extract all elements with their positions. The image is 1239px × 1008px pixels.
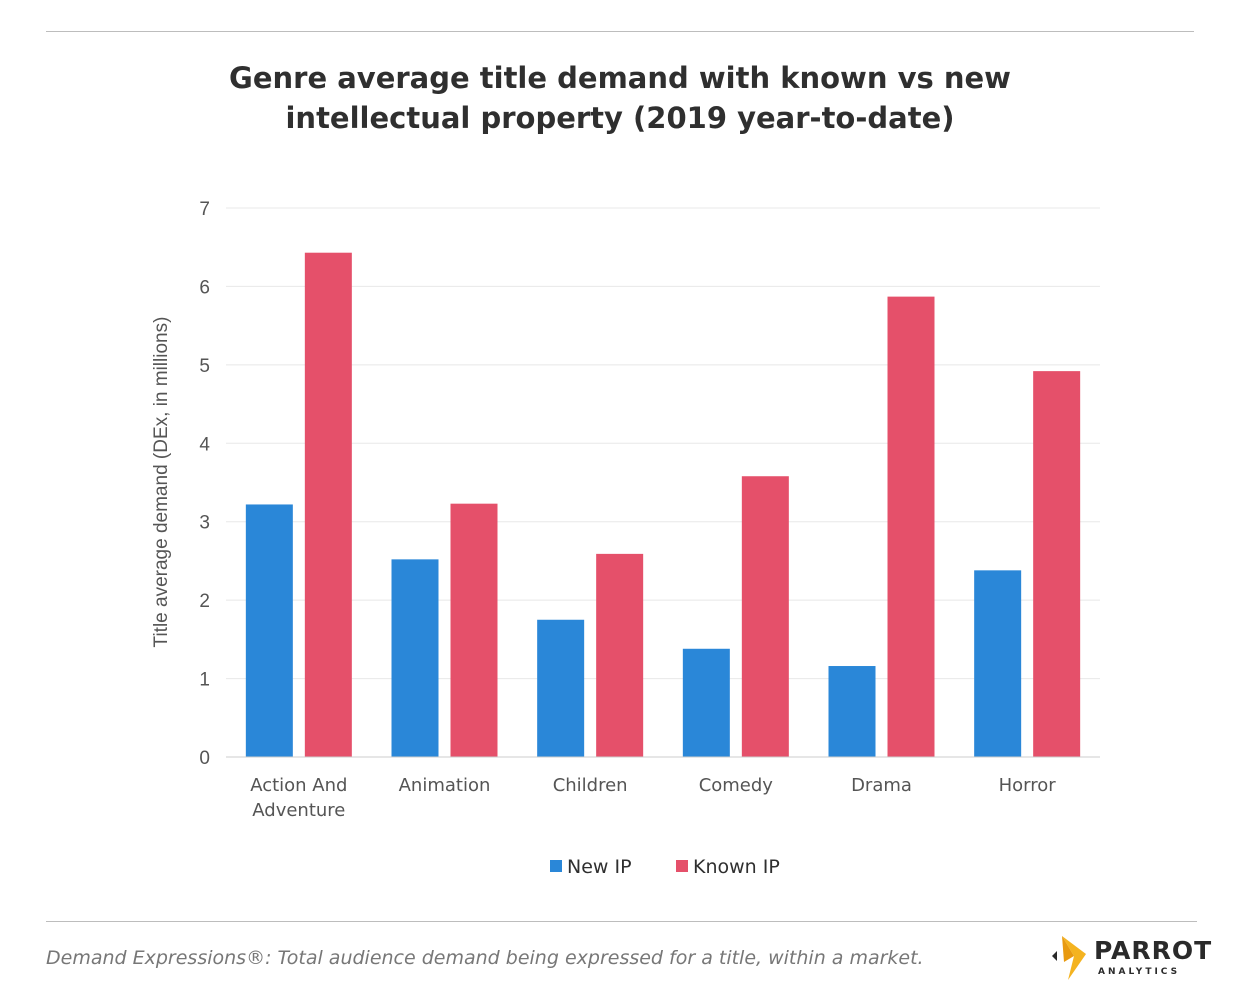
top-divider — [46, 31, 1194, 32]
bottom-divider — [46, 921, 1197, 922]
legend: New IP Known IP — [550, 856, 780, 878]
parrot-analytics-logo: PARROT ANALYTICS — [1046, 934, 1211, 982]
y-tick-label: 5 — [199, 356, 210, 377]
x-tick-label: Horror — [999, 775, 1057, 796]
bar-new-ip — [245, 504, 293, 757]
legend-label: New IP — [567, 856, 632, 878]
logo-subtitle: ANALYTICS — [1098, 967, 1181, 977]
bar-known-ip — [1033, 371, 1081, 757]
bar-known-ip — [741, 476, 789, 757]
chart-title: Genre average title demand with known vs… — [120, 58, 1120, 138]
legend-swatch — [676, 860, 688, 872]
legend-label: Known IP — [693, 856, 780, 878]
x-tick-label: Action And Adventure — [250, 775, 347, 821]
bar-new-ip — [682, 648, 730, 757]
bar-new-ip — [537, 619, 585, 757]
footnote: Demand Expressions®: Total audience dema… — [46, 947, 924, 969]
y-tick-label: 1 — [199, 670, 210, 691]
x-axis-ticks: Action And Adventure Animation Children Come… — [250, 775, 1056, 821]
y-tick-label: 6 — [199, 277, 210, 298]
logo-wordmark: PARROT — [1094, 936, 1213, 965]
x-tick-label: Drama — [851, 775, 912, 796]
y-axis-ticks: 0 1 2 3 4 5 6 7 — [199, 199, 210, 769]
bar-new-ip — [974, 570, 1022, 757]
bar-new-ip — [391, 559, 439, 757]
x-tick-label: Animation — [399, 775, 491, 796]
x-tick-label: Comedy — [699, 775, 774, 796]
bars — [245, 252, 1081, 757]
bar-new-ip — [828, 666, 876, 757]
x-tick-label: Children — [553, 775, 628, 796]
y-tick-label: 4 — [199, 434, 210, 455]
legend-swatch — [550, 860, 562, 872]
gridlines — [226, 207, 1100, 680]
bar-known-ip — [596, 553, 644, 757]
bar-known-ip — [304, 252, 352, 757]
chart-title-line-1: Genre average title demand with known vs… — [229, 61, 1011, 95]
parrot-logo-icon — [1052, 936, 1086, 980]
y-tick-label: 0 — [199, 748, 210, 769]
chart-title-line-2: intellectual property (2019 year-to-date… — [285, 101, 955, 135]
y-tick-label: 3 — [199, 513, 210, 534]
y-tick-label: 2 — [199, 591, 210, 612]
bar-known-ip — [887, 296, 935, 757]
bar-known-ip — [450, 503, 498, 757]
y-axis-label: Title average demand (DEx, in millions) — [151, 317, 172, 648]
y-tick-label: 7 — [199, 199, 210, 220]
